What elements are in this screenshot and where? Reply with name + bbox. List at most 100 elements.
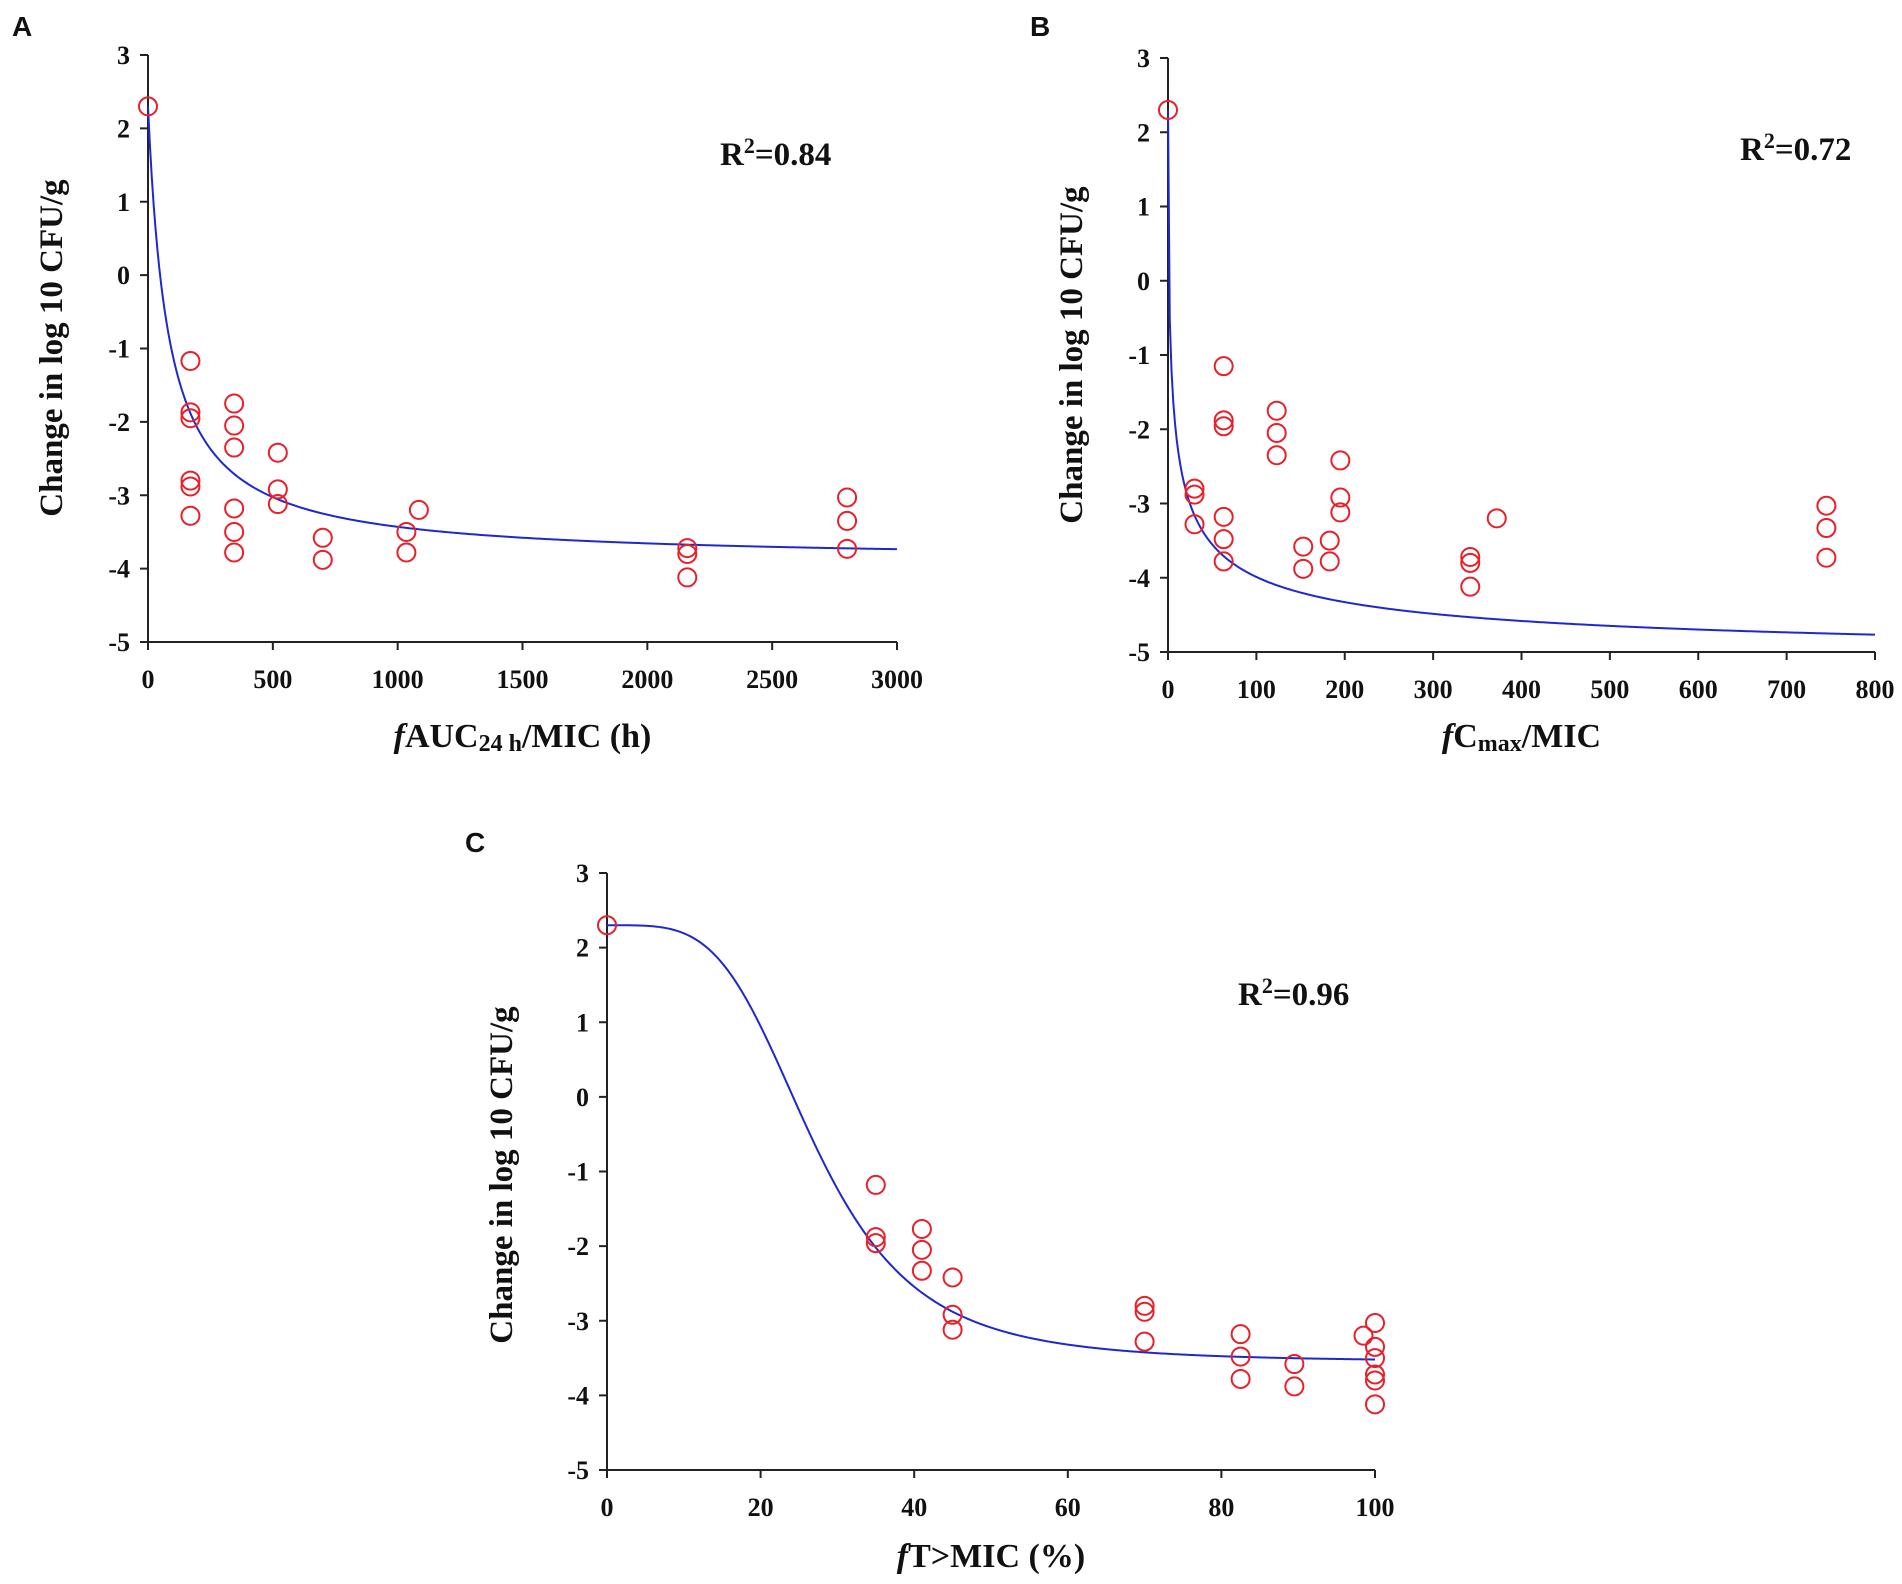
x-tick-label: 600 xyxy=(1679,675,1718,704)
data-point xyxy=(677,567,698,588)
data-point xyxy=(1365,1336,1385,1357)
data-point xyxy=(1330,502,1351,523)
y-axis-label: Change in log 10 CFU/g xyxy=(1054,186,1090,524)
data-point xyxy=(1365,1370,1385,1391)
data-point xyxy=(942,1267,963,1288)
x-tick-label: 3000 xyxy=(871,665,923,694)
x-axis-label: fCmax/MIC xyxy=(1442,718,1601,757)
data-point xyxy=(396,521,417,542)
fit-curve xyxy=(1167,109,1876,636)
data-point xyxy=(224,521,245,542)
data-point xyxy=(1816,547,1837,568)
x-label-main: AUC xyxy=(405,718,479,755)
y-tick-label: -3 xyxy=(567,1307,589,1336)
y-tick-label: -2 xyxy=(1128,415,1150,444)
data-point xyxy=(1158,99,1178,120)
x-tick-label: 60 xyxy=(1055,1493,1081,1522)
y-tick-label: 0 xyxy=(1137,267,1150,296)
r-squared-value: =0.72 xyxy=(1775,132,1852,168)
x-label-italic: f xyxy=(1442,718,1457,755)
r-squared-annotation: R2=0.96 xyxy=(1238,973,1349,1013)
x-tick-label: 100 xyxy=(1237,675,1276,704)
data-point xyxy=(1266,422,1287,443)
y-tick-label: -3 xyxy=(108,481,130,510)
x-axis-label: fAUC24 h/MIC (h) xyxy=(394,718,652,757)
data-point xyxy=(224,437,245,458)
fit-curve xyxy=(607,924,1376,1361)
data-point xyxy=(911,1260,932,1281)
data-point xyxy=(911,1218,932,1239)
panel-label: A xyxy=(12,11,32,42)
data-point xyxy=(1486,508,1507,529)
x-axis-label: fT>MIC (%) xyxy=(897,1538,1085,1575)
data-point xyxy=(1293,558,1314,579)
panel-a: A 3 2 1 0 -1 -2 -3 -4 -5 0 500 1000 1500 2000 2500 3000 C… xyxy=(12,11,923,757)
x-tick-label: 2000 xyxy=(621,665,673,694)
x-label-rest: /MIC (h) xyxy=(521,718,651,755)
data-point xyxy=(1213,410,1234,431)
data-point xyxy=(865,1233,886,1254)
x-tick-label: 0 xyxy=(142,665,155,694)
x-tick-label: 200 xyxy=(1325,675,1364,704)
r-squared-value: =0.96 xyxy=(1273,977,1350,1013)
data-point xyxy=(180,476,201,497)
x-tick-label: 1000 xyxy=(372,665,424,694)
r-squared-r: R xyxy=(720,137,745,173)
data-point xyxy=(1230,1346,1251,1367)
data-point xyxy=(1816,495,1837,516)
data-point xyxy=(224,498,245,519)
x-label-main: T>MIC (%) xyxy=(908,1538,1085,1575)
data-point xyxy=(1266,445,1287,466)
data-point xyxy=(865,1227,886,1248)
data-point xyxy=(408,499,429,520)
panel-b: B 3 2 1 0 -1 -2 -3 -4 -5 0 100 200 300 400 500 600 700 800… xyxy=(1030,11,1895,757)
y-tick-label: -2 xyxy=(567,1232,589,1261)
y-tick-label: 2 xyxy=(117,114,130,143)
data-point xyxy=(1365,1364,1385,1385)
data-point xyxy=(312,527,333,548)
data-point xyxy=(1460,546,1481,567)
y-tick-label: -2 xyxy=(108,408,130,437)
x-tick-label: 100 xyxy=(1356,1493,1395,1522)
x-tick-label: 0 xyxy=(1162,675,1175,704)
data-point xyxy=(1134,1295,1155,1316)
x-tick-label: 500 xyxy=(253,665,292,694)
y-tick-label: -1 xyxy=(1128,341,1150,370)
data-point xyxy=(1365,1312,1385,1333)
y-tick-label: 2 xyxy=(1137,118,1150,147)
x-label-subscript: max xyxy=(1478,731,1522,757)
data-point xyxy=(1460,552,1481,573)
r-squared-value: =0.84 xyxy=(755,137,832,173)
y-tick-label: -4 xyxy=(108,555,130,584)
data-point xyxy=(1330,450,1351,471)
r-squared-annotation: R2=0.84 xyxy=(720,133,831,173)
x-tick-label: 40 xyxy=(901,1493,927,1522)
data-point xyxy=(1184,478,1205,499)
panel-label: C xyxy=(465,827,485,858)
data-point xyxy=(1365,1348,1385,1369)
y-tick-label: 1 xyxy=(576,1008,589,1037)
y-tick-label: -5 xyxy=(108,628,130,657)
x-label-italic: f xyxy=(394,718,409,755)
x-tick-label: 2500 xyxy=(746,665,798,694)
y-tick-label: -4 xyxy=(1128,564,1150,593)
data-point xyxy=(1319,551,1340,572)
data-point xyxy=(597,915,617,936)
data-point xyxy=(677,543,698,564)
data-point xyxy=(1319,530,1340,551)
r-squared-r: R xyxy=(1238,977,1263,1013)
y-tick-label: 2 xyxy=(576,934,589,963)
data-point xyxy=(1184,484,1205,505)
x-tick-label: 800 xyxy=(1856,675,1895,704)
r-squared-sup: 2 xyxy=(1764,128,1775,153)
y-axis-label: Change in log 10 CFU/g xyxy=(34,179,70,517)
data-point xyxy=(1284,1354,1305,1375)
y-tick-label: 1 xyxy=(1137,193,1150,222)
data-point xyxy=(180,408,201,429)
data-point xyxy=(267,479,288,500)
r-squared-r: R xyxy=(1740,132,1765,168)
panel-c: C 3 2 1 0 -1 -2 -3 -4 -5 0 20 40 60 80 100 Change in log… xyxy=(465,827,1395,1575)
y-tick-label: 1 xyxy=(117,188,130,217)
y-tick-label: 0 xyxy=(117,261,130,290)
